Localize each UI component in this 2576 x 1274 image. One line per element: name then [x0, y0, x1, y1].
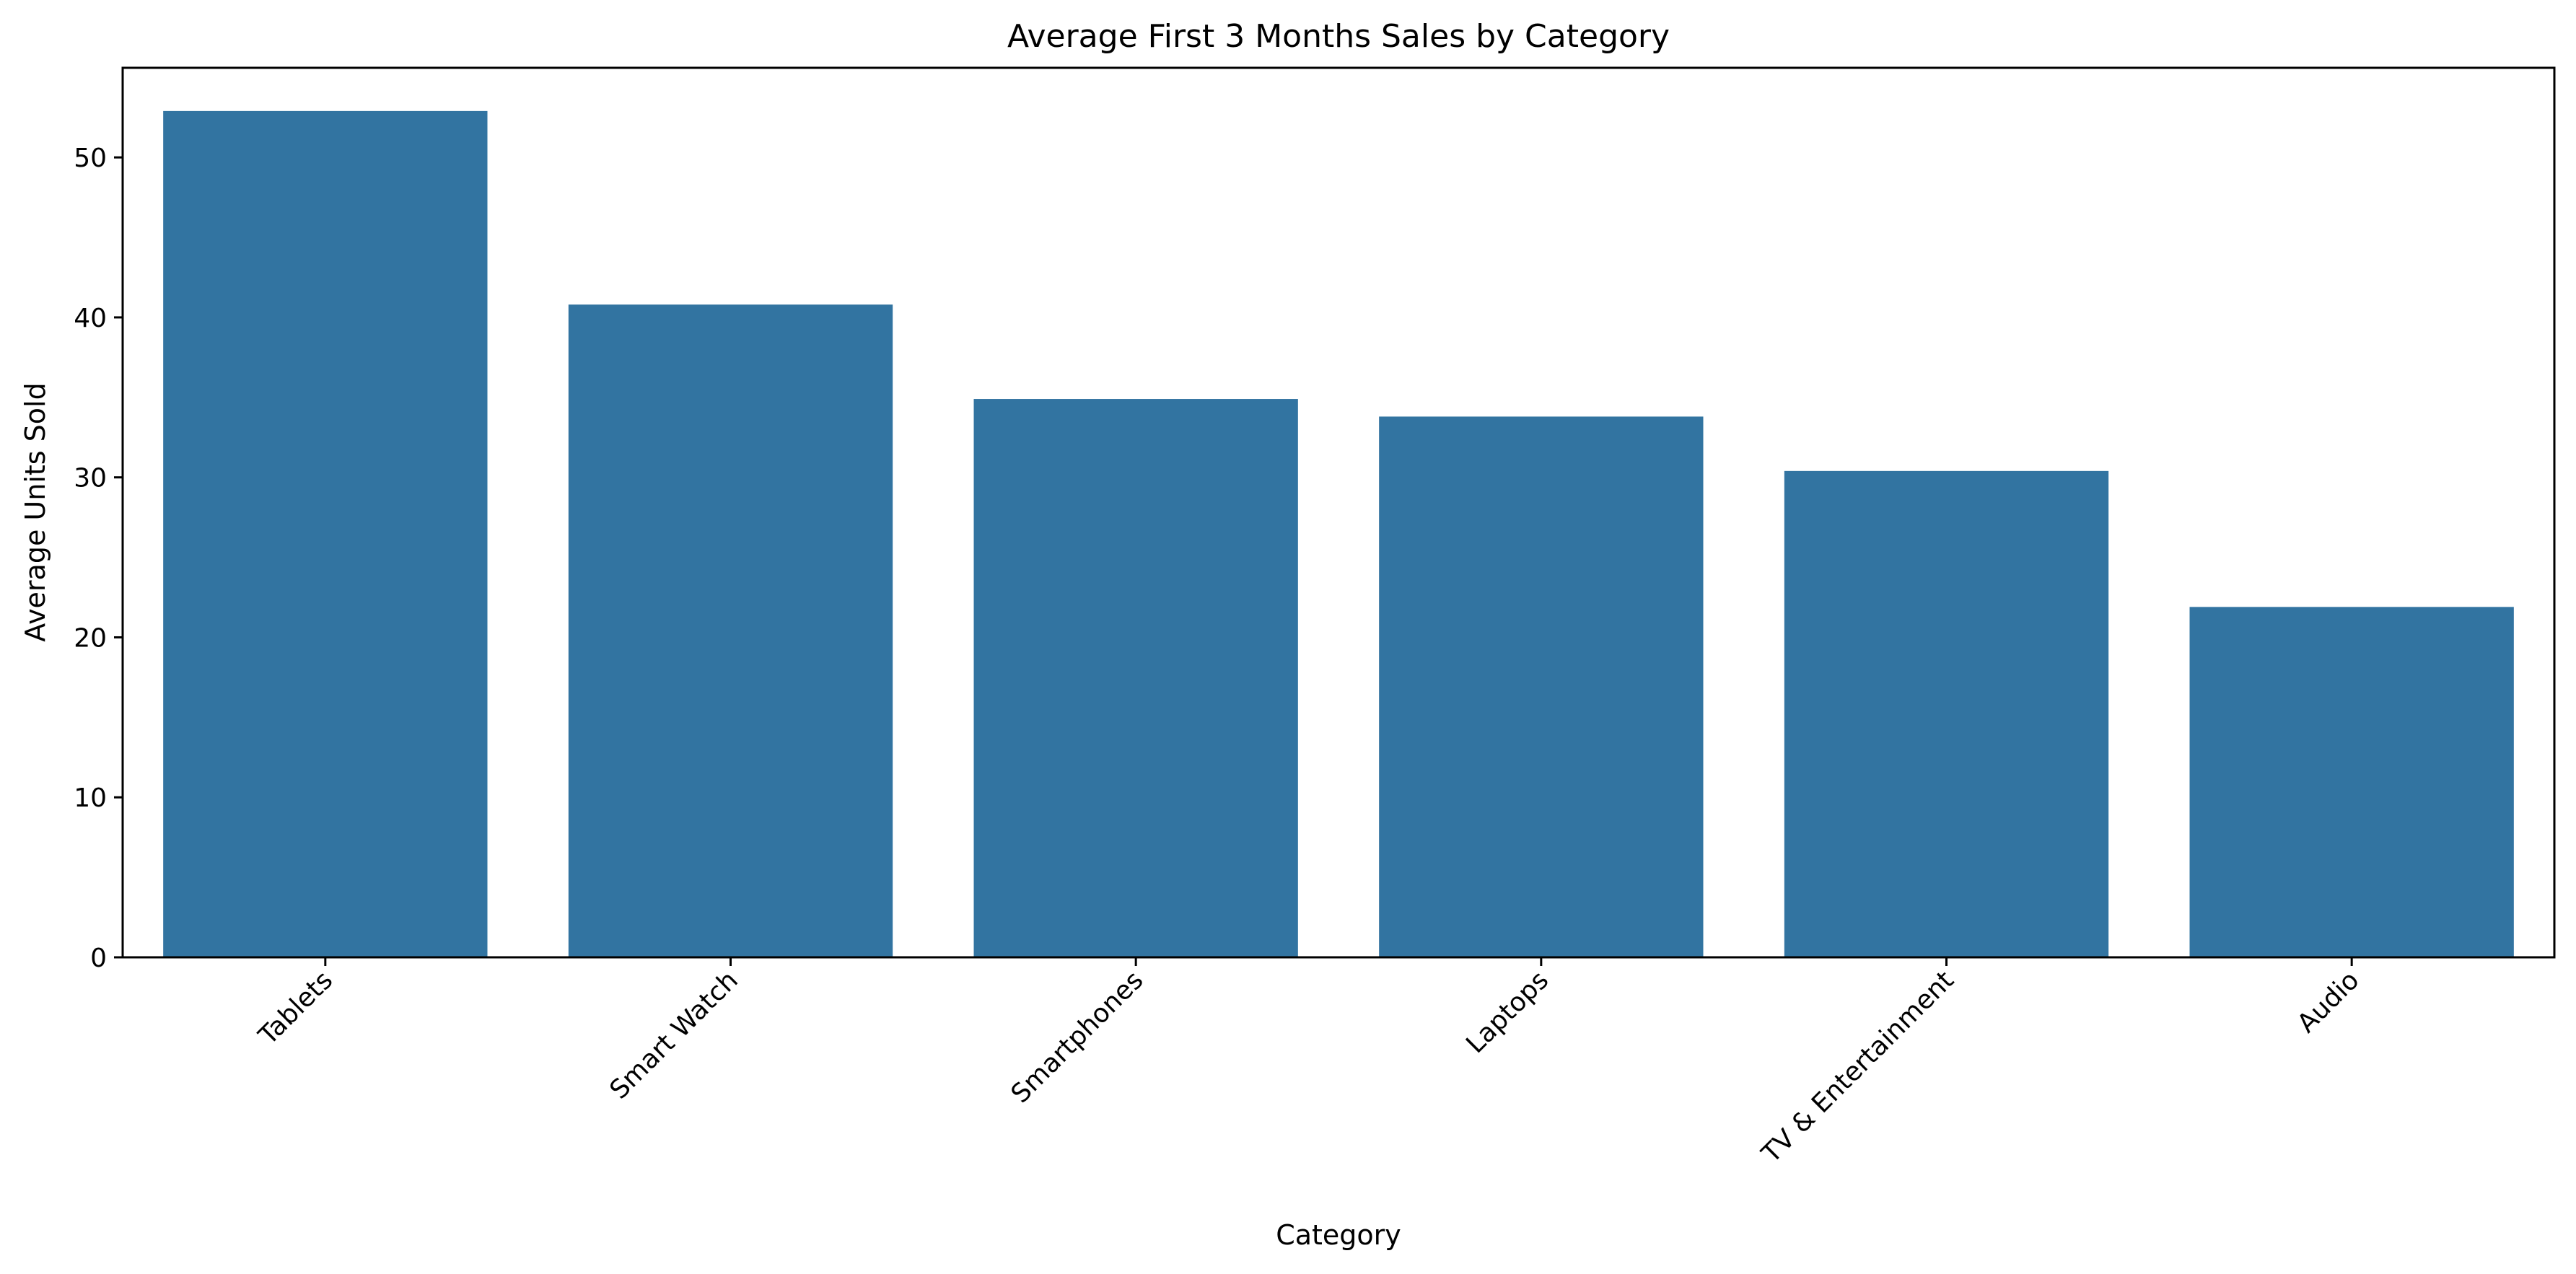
y-tick-label: 30	[74, 464, 107, 493]
y-tick-label: 50	[74, 144, 107, 173]
chart-title: Average First 3 Months Sales by Category	[1007, 18, 1670, 55]
bar-smartphones	[973, 399, 1298, 957]
y-tick-label: 10	[74, 783, 107, 813]
y-axis: 0 10 20 30 40 50	[74, 144, 123, 973]
bar-smart-watch	[568, 304, 893, 957]
x-tick-label: Tablets	[253, 965, 338, 1051]
bar-audio	[2189, 607, 2514, 957]
x-tick-label: Smartphones	[1006, 965, 1149, 1109]
y-axis-label: Average Units Sold	[19, 382, 51, 641]
y-tick-label: 40	[74, 304, 107, 333]
plot-frame	[121, 66, 2556, 959]
x-tick-label: Laptops	[1460, 965, 1554, 1059]
y-tick-label: 20	[74, 623, 107, 653]
bars-group	[163, 110, 2514, 958]
x-axis: Tablets Smart Watch Smartphones Laptops TV &…	[253, 957, 2365, 1169]
bar-tv-entertainment	[1784, 470, 2109, 957]
x-tick-label: Audio	[2292, 965, 2365, 1038]
x-tick-label: TV & Entertainment	[1756, 965, 1959, 1169]
x-axis-label: Category	[1276, 1219, 1401, 1251]
y-tick-label: 0	[90, 944, 107, 973]
bar-tablets	[163, 110, 488, 958]
bar-laptops	[1379, 416, 1704, 957]
x-tick-label: Smart Watch	[605, 965, 744, 1104]
